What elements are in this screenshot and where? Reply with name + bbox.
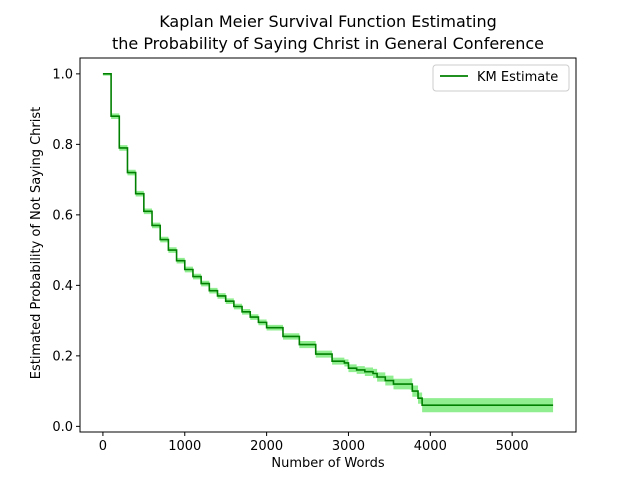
x-tick-label: 5000 <box>496 439 529 454</box>
chart-title: Kaplan Meier Survival Function Estimatin… <box>159 12 497 31</box>
x-axis-label: Number of Words <box>271 456 384 471</box>
y-axis-label: Estimated Probability of Not Saying Chri… <box>29 107 44 380</box>
series-line-layer <box>102 73 554 407</box>
legend-box <box>432 64 570 92</box>
x-tick-label: 2000 <box>250 439 283 454</box>
series-line-km-estimate <box>102 73 554 407</box>
y-tick-label: 0.4 <box>52 279 73 294</box>
confidence-band <box>102 73 554 413</box>
y-tick-label: 0.6 <box>52 208 73 223</box>
x-tick-label: 1000 <box>168 439 201 454</box>
y-tick-label: 0.0 <box>52 420 73 435</box>
x-tick-label: 4000 <box>414 439 447 454</box>
chart-subtitle: the Probability of Saying Christ in Gene… <box>112 34 544 53</box>
y-tick-label: 0.2 <box>52 349 73 364</box>
plot-frame <box>79 57 577 433</box>
legend-label: KM Estimate <box>477 70 558 85</box>
x-tick-label: 3000 <box>332 439 365 454</box>
legend: KM Estimate <box>432 64 570 92</box>
x-axis: 0 1000 2000 3000 4000 5000 <box>99 432 529 454</box>
confidence-band-layer <box>102 73 554 413</box>
y-tick-label: 0.8 <box>52 138 73 153</box>
y-tick-label: 1.0 <box>52 67 73 82</box>
y-axis: 0.0 0.2 0.4 0.6 0.8 1.0 <box>52 67 80 435</box>
x-tick-label: 0 <box>99 439 107 454</box>
plot-area: 0 1000 2000 3000 4000 5000 0.0 0.2 0.4 0.6 0.8 1.0 <box>52 57 577 454</box>
